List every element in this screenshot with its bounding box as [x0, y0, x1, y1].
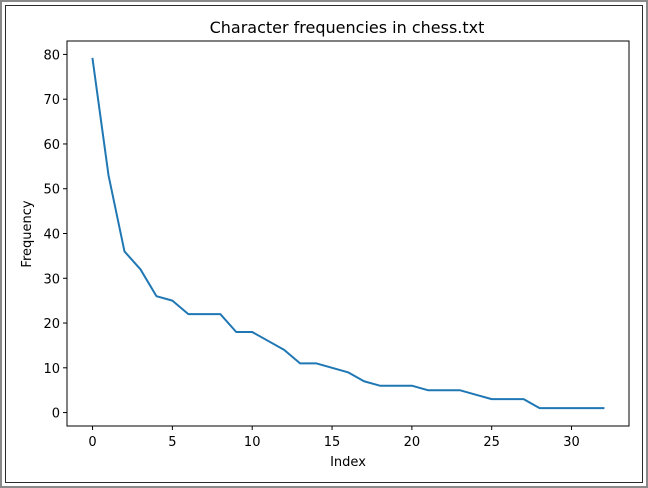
series-group: [91, 57, 605, 410]
y-tick-label-30: 30: [43, 272, 60, 287]
y-tick-label-60: 60: [43, 138, 60, 153]
plot-area: [66, 40, 630, 427]
x-tick-label-10: 10: [244, 435, 261, 450]
y-tick-label-20: 20: [43, 317, 60, 332]
x-tick-label-20: 20: [404, 435, 421, 450]
chart-title: Character frequencies in chess.txt: [210, 18, 485, 37]
y-tick-label-10: 10: [43, 362, 60, 377]
y-tick-label-80: 80: [43, 48, 60, 63]
y-tick-label-70: 70: [43, 93, 60, 108]
window-inner-border: [5, 5, 643, 483]
x-tick-label-15: 15: [324, 435, 341, 450]
x-tick-label-25: 25: [483, 435, 500, 450]
y-tick-label-40: 40: [43, 228, 60, 243]
x-tick-label-5: 5: [168, 435, 176, 450]
y-axis-label: Frequency: [20, 200, 35, 267]
x-tick-label-30: 30: [563, 435, 580, 450]
x-axis: 0 5 10 15 20 25 30: [88, 426, 580, 450]
x-axis-label: Index: [330, 455, 366, 470]
y-tick-label-0: 0: [52, 407, 60, 422]
x-tick-label-0: 0: [88, 435, 96, 450]
series-line-0: [91, 57, 605, 410]
y-tick-label-50: 50: [43, 183, 60, 198]
y-axis: 0 10 20 30 40 50 60 70 80: [43, 48, 67, 422]
